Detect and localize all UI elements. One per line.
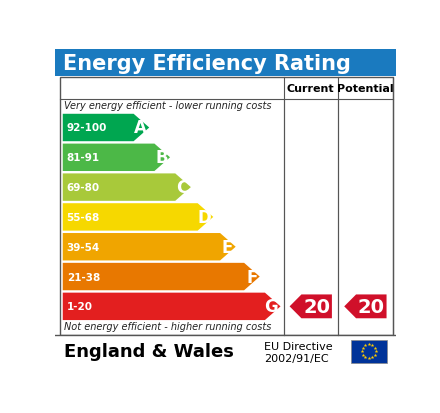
Text: 81-91: 81-91 xyxy=(66,153,100,163)
Bar xyxy=(351,340,387,363)
FancyArrow shape xyxy=(63,144,170,172)
FancyArrow shape xyxy=(344,295,387,318)
Text: 2002/91/EC: 2002/91/EC xyxy=(264,354,329,363)
FancyArrow shape xyxy=(63,114,149,142)
Text: EU Directive: EU Directive xyxy=(264,342,333,351)
Text: G: G xyxy=(264,298,278,316)
Text: 69-80: 69-80 xyxy=(66,183,100,192)
FancyArrow shape xyxy=(290,295,332,318)
FancyArrow shape xyxy=(63,204,213,231)
Text: F: F xyxy=(246,268,257,286)
Text: E: E xyxy=(222,238,233,256)
Text: 92-100: 92-100 xyxy=(66,123,107,133)
Text: 20: 20 xyxy=(303,297,330,316)
FancyArrow shape xyxy=(63,174,191,202)
Bar xyxy=(55,335,396,368)
Text: A: A xyxy=(134,119,147,137)
Text: 21-38: 21-38 xyxy=(66,272,100,282)
Bar xyxy=(55,50,396,77)
Text: Very energy efficient - lower running costs: Very energy efficient - lower running co… xyxy=(64,101,272,111)
FancyArrow shape xyxy=(63,293,281,320)
FancyArrow shape xyxy=(63,263,260,291)
FancyArrow shape xyxy=(63,233,236,261)
Text: D: D xyxy=(197,209,211,226)
Text: Not energy efficient - higher running costs: Not energy efficient - higher running co… xyxy=(64,321,271,332)
Text: Energy Efficiency Rating: Energy Efficiency Rating xyxy=(63,53,351,74)
Text: 1-20: 1-20 xyxy=(66,301,93,311)
Text: 55-68: 55-68 xyxy=(66,212,100,222)
Text: Current: Current xyxy=(287,84,334,94)
Text: C: C xyxy=(176,179,188,197)
Text: B: B xyxy=(155,149,168,167)
Text: England & Wales: England & Wales xyxy=(64,342,234,361)
Text: Potential: Potential xyxy=(337,84,394,94)
Text: 39-54: 39-54 xyxy=(66,242,100,252)
Text: 20: 20 xyxy=(358,297,385,316)
Bar xyxy=(60,78,393,335)
